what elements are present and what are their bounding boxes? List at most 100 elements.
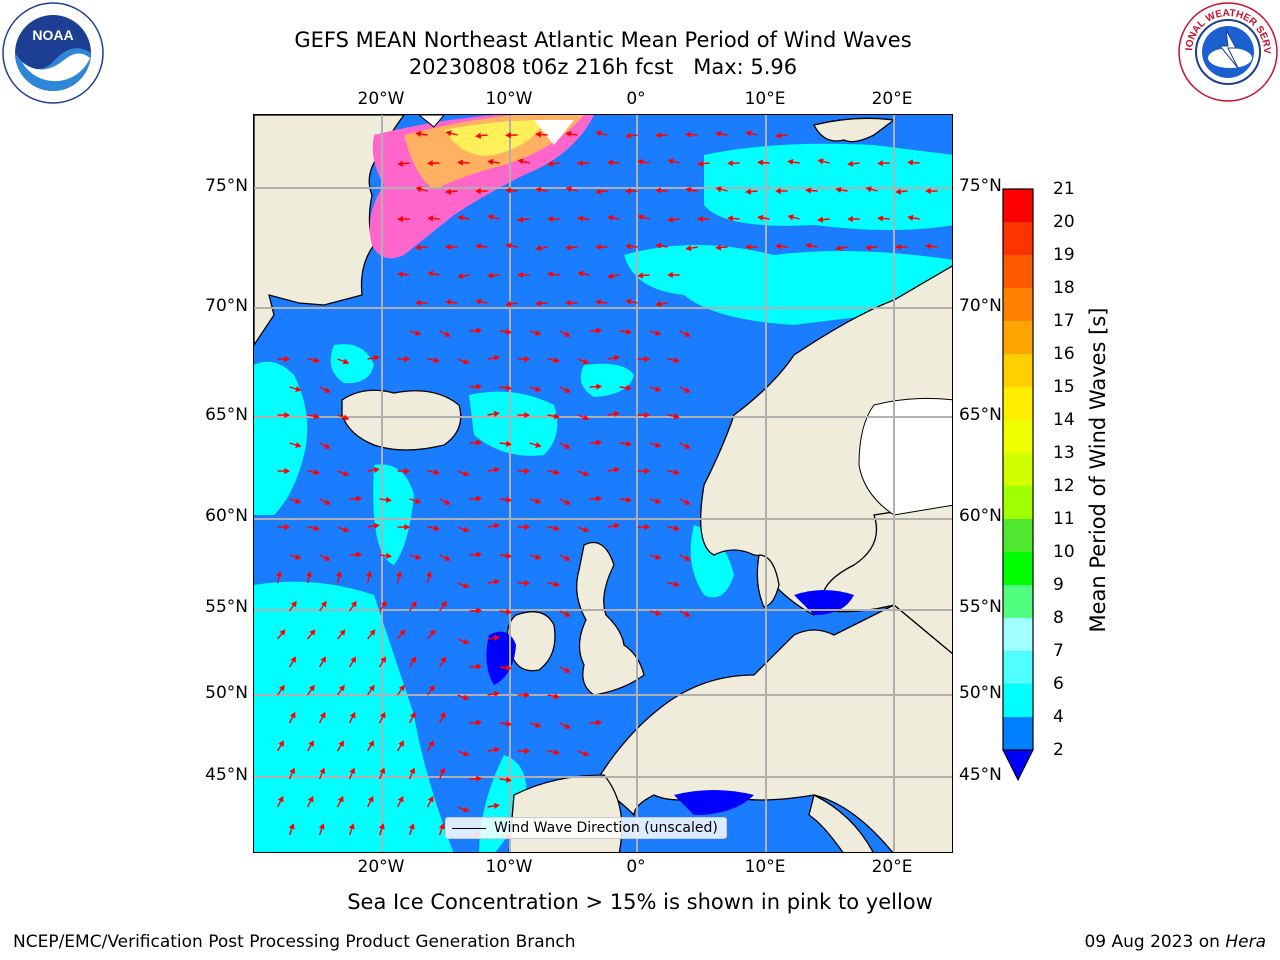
wave-direction-arrowhead <box>306 570 313 578</box>
wave-direction-arrowhead <box>415 553 422 560</box>
wave-direction-arrowhead <box>445 243 451 250</box>
colorbar-segment <box>1003 420 1033 454</box>
wave-direction-arrowhead <box>757 214 764 221</box>
wave-direction-arrowhead <box>787 214 794 221</box>
wave-direction-arrowhead <box>288 823 295 830</box>
wave-direction-arrowhead <box>673 357 680 364</box>
wave-direction-arrowhead <box>445 188 452 195</box>
wave-direction-arrowhead <box>535 131 541 138</box>
wave-direction-arrowhead <box>462 358 470 365</box>
wave-direction-arrowhead <box>324 387 331 393</box>
wave-direction-arrowhead <box>408 823 415 830</box>
wave-direction-arrowhead <box>487 158 494 166</box>
wave-direction-arrowhead <box>338 684 345 692</box>
wave-direction-arrowhead <box>505 440 512 447</box>
wave-direction-arrowhead <box>655 300 662 308</box>
wave-direction-arrowhead <box>565 130 572 138</box>
legend-label: Wind Wave Direction (unscaled) <box>494 820 718 836</box>
wave-direction-arrowhead <box>596 439 603 446</box>
wave-direction-arrowhead <box>440 656 446 663</box>
wave-direction-arrowhead <box>835 245 842 252</box>
wave-direction-arrowhead <box>553 357 560 364</box>
colorbar-segment <box>1003 453 1033 487</box>
wave-direction-arrowhead <box>476 383 483 390</box>
wave-direction-arrowhead <box>476 551 483 558</box>
wave-direction-arrowhead <box>462 470 470 477</box>
colorbar-tick-label: 13 <box>1053 443 1075 463</box>
wave-direction-arrowhead <box>342 526 350 533</box>
wave-direction-arrowhead <box>505 132 511 139</box>
wave-direction-arrowhead <box>817 216 824 223</box>
wave-direction-arrowhead <box>625 243 632 250</box>
colorbar-tick-label: 14 <box>1053 410 1075 430</box>
lat-tick-left: 75°N <box>205 176 248 196</box>
wave-direction-arrowhead <box>385 496 392 503</box>
wave-direction-arrowhead <box>476 439 483 446</box>
wave-direction-arrowhead <box>595 130 602 137</box>
lat-tick-right: 60°N <box>959 506 1002 526</box>
wave-direction-arrowhead <box>547 271 554 278</box>
wave-direction-arrowhead <box>564 667 571 673</box>
colorbar-tick-label: 21 <box>1053 179 1075 199</box>
wave-direction-arrowhead <box>433 469 440 476</box>
lon-tick-bottom: 0° <box>626 857 646 877</box>
wave-direction-arrowhead <box>547 215 553 223</box>
wave-direction-arrowhead <box>277 795 284 803</box>
lon-tick-top: 10°W <box>485 89 533 109</box>
wave-direction-arrowhead <box>595 188 602 195</box>
wave-direction-arrowhead <box>457 159 463 166</box>
wave-direction-arrowhead <box>596 495 603 502</box>
wave-direction-arrowhead <box>284 356 291 363</box>
wave-direction-arrowhead <box>817 158 824 165</box>
wave-direction-arrowhead <box>877 215 884 222</box>
colorbar-tick-label: 9 <box>1053 575 1064 595</box>
wave-direction-arrowhead <box>524 692 531 699</box>
wave-direction-arrowhead <box>553 581 560 588</box>
wave-direction-arrowhead <box>655 553 662 560</box>
wave-direction-arrowhead <box>445 299 452 306</box>
wave-direction-arrowhead <box>673 469 680 476</box>
wave-direction-arrowhead <box>925 187 931 195</box>
wave-direction-arrowhead <box>367 795 374 803</box>
wave-direction-arrowhead <box>727 160 733 167</box>
footer-date: 09 Aug 2023 on Hera <box>1084 932 1266 952</box>
wave-direction-arrowhead <box>775 243 782 250</box>
wave-direction-arrowhead <box>476 663 483 670</box>
wave-direction-arrowhead <box>313 413 320 420</box>
wave-direction-arrowhead <box>577 270 584 277</box>
colorbar-tick-label: 4 <box>1053 707 1064 727</box>
wave-direction-arrowhead <box>295 385 302 392</box>
wave-direction-arrowhead <box>673 413 680 420</box>
wave-direction-arrowhead <box>644 524 651 531</box>
colorbar-tick-label: 2 <box>1053 740 1064 760</box>
wave-direction-arrowhead <box>505 242 512 249</box>
wave-direction-arrowhead <box>517 216 524 223</box>
wave-direction-arrowhead <box>439 767 446 774</box>
wave-direction-arrowhead <box>637 272 644 279</box>
wave-direction-arrowhead <box>907 214 914 221</box>
wave-direction-arrowhead <box>397 795 404 803</box>
wave-direction-arrowhead <box>524 468 531 475</box>
wave-direction-arrowhead <box>428 684 435 692</box>
lat-tick-right: 75°N <box>959 176 1002 196</box>
lat-tick-right: 50°N <box>959 683 1002 703</box>
wave-direction-arrowhead <box>493 522 500 530</box>
wave-direction-arrowhead <box>308 684 315 692</box>
wave-direction-arrowhead <box>673 525 680 532</box>
colorbar-tick-label: 20 <box>1053 212 1075 232</box>
wave-direction-arrowhead <box>535 497 542 504</box>
wave-direction-arrowhead <box>625 328 632 335</box>
wave-direction-arrowhead <box>476 775 483 782</box>
wave-direction-arrowhead <box>476 719 483 726</box>
wave-direction-arrowhead <box>426 570 433 578</box>
wave-direction-arrowhead <box>379 767 386 774</box>
wave-direction-arrowhead <box>433 525 440 532</box>
wave-direction-arrowhead <box>895 243 901 250</box>
colorbar-extend-arrow <box>1002 749 1034 782</box>
wave-direction-arrowhead <box>553 469 560 476</box>
wave-direction-arrowhead <box>745 243 751 250</box>
wave-direction-arrowhead <box>535 245 542 252</box>
wave-direction-arrowhead <box>564 555 571 561</box>
wave-direction-arrowhead <box>535 721 542 728</box>
wave-direction-arrowhead <box>397 160 404 167</box>
